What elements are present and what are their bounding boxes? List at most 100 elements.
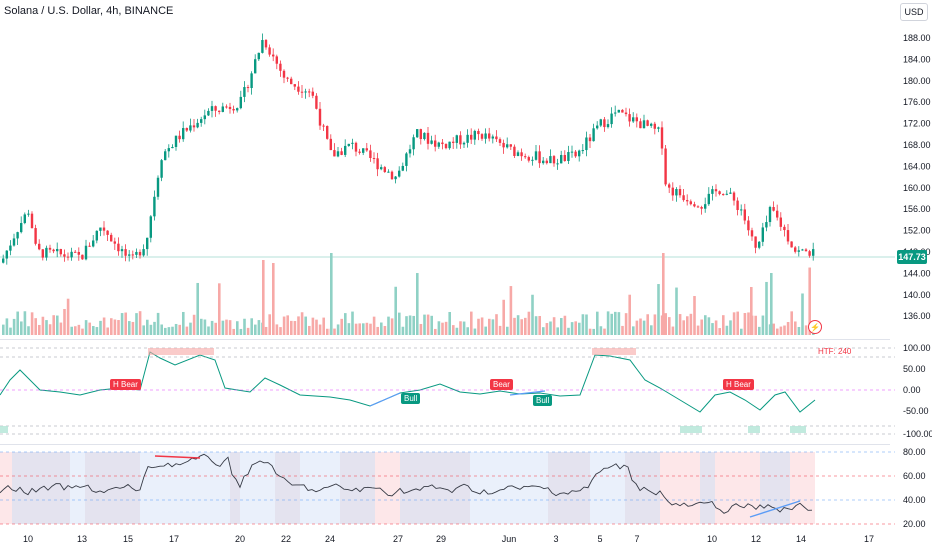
volume-bar [596,311,599,335]
time-axis-label: 29 [436,534,446,544]
candle-body [639,121,642,129]
candle-body [527,157,530,161]
volume-bar [621,325,624,335]
volume-bar [315,319,318,335]
candle-body [138,251,142,256]
candle-body [272,54,275,57]
candle-body [167,148,170,152]
candle-body [632,117,635,122]
candle-body [416,129,419,138]
candle-body [268,47,271,55]
candle-body [480,134,484,139]
candle-body [779,217,782,227]
candle-body [718,191,721,195]
candle-body [344,145,347,155]
volume-bar [264,326,268,335]
volume-bar [682,320,685,335]
candle-body [513,146,516,156]
candle-body [599,119,602,126]
volume-bar [527,311,531,335]
candle-body [592,128,595,142]
volume-bar [308,325,311,335]
volume-bar [275,324,279,335]
volume-bar [662,253,665,335]
volume-bar [124,312,127,335]
volume-bar [678,314,682,335]
volume-bar [614,311,617,335]
candle-body [2,258,5,263]
volume-bar [250,318,253,335]
candle-body [794,247,797,252]
volume-bar [293,321,297,335]
volume-bar [70,326,73,335]
candle-body [214,106,217,111]
candle-body [160,160,163,178]
pane-separator[interactable] [0,339,890,340]
candle-body [340,151,343,155]
candle-body [45,247,48,258]
candle-body [329,138,332,151]
indicator2-tick-label: 60.00 [903,471,926,481]
candle-body [275,56,278,64]
candle-body [380,167,383,170]
candle-body [671,187,674,196]
volume-bar [311,317,315,335]
volume-bar [262,260,265,335]
volume-bar [714,320,718,335]
trend-band [275,452,300,524]
currency-button[interactable]: USD [900,3,928,21]
volume-bar [797,326,801,335]
candle-body [790,241,793,248]
candle-body [686,200,689,202]
volume-bar [333,328,336,335]
time-axis-label: 10 [23,534,33,544]
volume-bar [398,312,401,335]
candle-body [102,227,106,231]
candle-body [498,139,502,143]
volume-bar [120,313,124,335]
volume-bar [628,294,631,335]
candle-body [106,230,109,235]
lightning-icon[interactable]: ⚡ [808,320,822,334]
volume-bar [347,323,351,335]
candle-body [48,247,52,250]
candle-body [326,126,329,139]
volume-bar [167,327,171,335]
candle-body [444,144,448,149]
candle-body [736,200,739,211]
candle-body [372,158,376,160]
volume-bar [790,311,793,335]
candle-body [120,249,124,252]
candle-body [509,144,512,147]
badge-h-bear-1: H Bear [110,379,141,390]
candle-body [624,112,628,115]
volume-bar [473,328,477,335]
candle-body [574,151,577,157]
volume-bar [560,318,563,335]
volume-bar [412,315,415,335]
trend-band [230,452,240,524]
candle-body [668,184,671,188]
volume-bar [441,322,444,335]
candle-body [412,137,415,150]
candle-body [192,125,196,128]
time-axis-label: 12 [751,534,761,544]
volume-bar [48,324,52,335]
indicator2-tick-label: 80.00 [903,447,926,457]
candle-body [502,142,505,148]
trend-band [470,452,548,524]
volume-bar [506,326,509,335]
candle-body [304,91,307,93]
volume-bar [56,315,59,335]
candle-body [646,120,649,126]
candle-body [146,237,149,250]
volume-bar [20,321,23,335]
candle-body [506,144,509,148]
time-axis-label: 15 [123,534,133,544]
volume-bar [34,318,37,335]
volume-bar [531,294,534,335]
pane-separator[interactable] [0,444,890,445]
candle-body [797,250,800,252]
volume-bar [326,328,329,335]
